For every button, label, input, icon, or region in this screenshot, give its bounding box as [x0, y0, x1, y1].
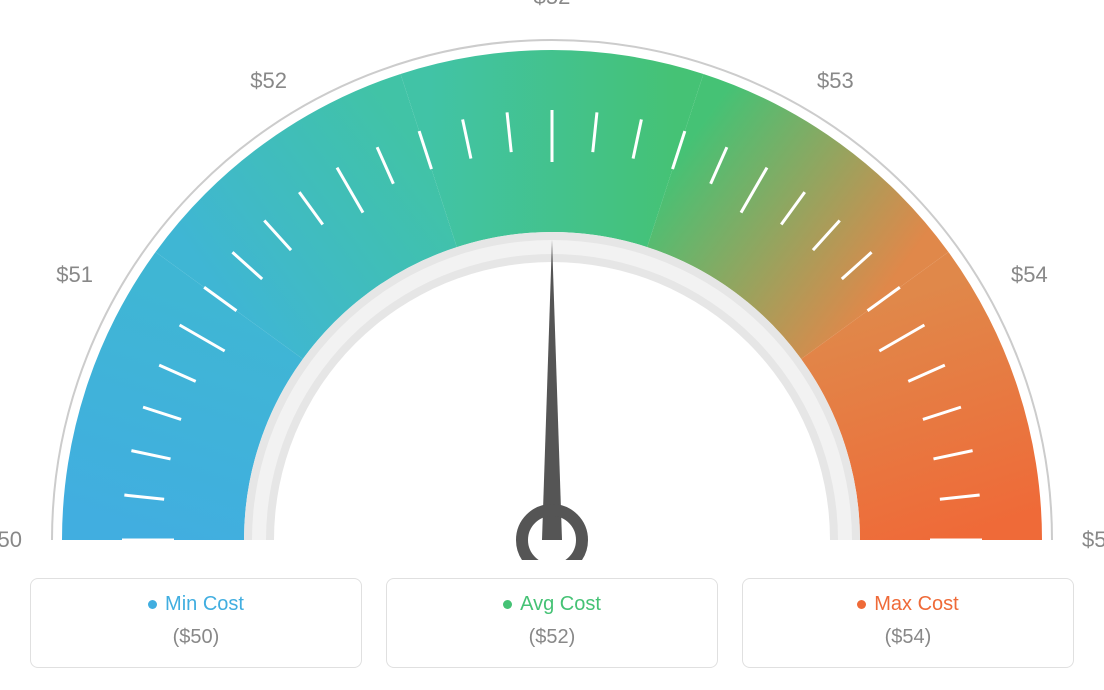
legend-label-max: Max Cost	[874, 593, 958, 615]
gauge-tick-label: $52	[534, 0, 571, 10]
gauge-tick-label: $53	[817, 68, 854, 94]
legend-card-min: Min Cost ($50)	[30, 578, 362, 668]
cost-gauge-container: $50 $51 $52 $52 $53 $54 $54 Min Cost ($50) Avg…	[0, 0, 1104, 690]
legend-dot-min	[148, 600, 157, 609]
legend-row: Min Cost ($50) Avg Cost ($52) Max Cost (…	[30, 578, 1074, 668]
legend-value-avg: ($52)	[397, 626, 707, 649]
gauge-tick-label: $51	[56, 262, 93, 288]
gauge-tick-label: $52	[250, 68, 287, 94]
gauge-tick-label: $50	[0, 527, 22, 553]
legend-value-min: ($50)	[41, 626, 351, 649]
legend-title-max: Max Cost	[753, 593, 1063, 616]
gauge-chart	[0, 0, 1104, 560]
legend-title-avg: Avg Cost	[397, 593, 707, 616]
legend-card-max: Max Cost ($54)	[742, 578, 1074, 668]
legend-label-avg: Avg Cost	[520, 593, 601, 615]
legend-dot-avg	[503, 600, 512, 609]
legend-card-avg: Avg Cost ($52)	[386, 578, 718, 668]
gauge-tick-label: $54	[1011, 262, 1048, 288]
legend-value-max: ($54)	[753, 626, 1063, 649]
gauge-tick-label: $54	[1082, 527, 1104, 553]
legend-dot-max	[857, 600, 866, 609]
legend-label-min: Min Cost	[165, 593, 244, 615]
gauge-wrap: $50 $51 $52 $52 $53 $54 $54	[0, 0, 1104, 560]
legend-title-min: Min Cost	[41, 593, 351, 616]
